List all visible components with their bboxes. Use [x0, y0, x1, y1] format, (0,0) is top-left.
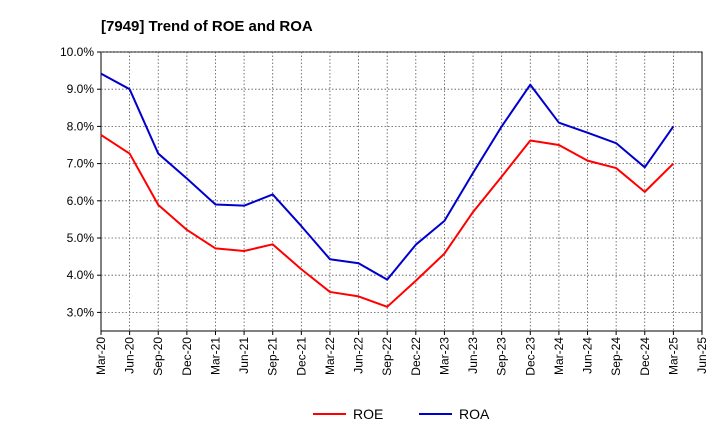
y-tick-label: 6.0%	[67, 194, 95, 208]
legend: ROE ROA	[313, 406, 490, 422]
y-tick-label: 8.0%	[67, 119, 95, 133]
x-tick-label: Sep-20	[151, 337, 165, 376]
x-tick-label: Mar-22	[323, 337, 337, 375]
y-tick-label: 3.0%	[67, 305, 95, 319]
x-tick-label: Jun-22	[352, 337, 366, 374]
y-tick-label: 5.0%	[67, 231, 95, 245]
x-tick-label: Sep-24	[609, 337, 623, 376]
x-tick-label: Mar-20	[94, 337, 108, 375]
legend-label-roa: ROA	[459, 406, 490, 422]
x-tick-label: Sep-22	[380, 337, 394, 376]
x-tick-label: Sep-21	[266, 337, 280, 376]
y-tick-label: 4.0%	[67, 268, 95, 282]
plot-frame	[100, 51, 703, 332]
x-tick-label: Mar-23	[437, 337, 451, 375]
x-axis-ticks: Mar-20 Jun-20 Sep-20 Dec-20 Mar-21 Jun-21 Sep-…	[94, 331, 709, 376]
x-tick-label: Dec-21	[294, 337, 308, 376]
y-tick-label: 10.0%	[60, 45, 94, 59]
chart-title: [7949] Trend of ROE and ROA	[101, 18, 313, 35]
x-tick-label: Dec-24	[638, 337, 652, 376]
legend-label-roe: ROE	[353, 406, 383, 422]
x-tick-label: Sep-23	[495, 337, 509, 376]
x-tick-label: Jun-24	[581, 337, 595, 374]
x-tick-label: Dec-22	[409, 337, 423, 376]
x-tick-label: Dec-23	[523, 337, 537, 376]
series-line-roa	[100, 72, 675, 281]
x-tick-label: Mar-21	[208, 337, 222, 375]
x-tick-label: Jun-21	[237, 337, 251, 374]
grid-lines	[101, 51, 702, 331]
plot-area	[100, 51, 703, 332]
x-tick-label: Jun-25	[695, 337, 709, 374]
x-tick-label: Jun-20	[123, 337, 137, 374]
y-tick-label: 7.0%	[67, 157, 95, 171]
series-line-roe	[100, 134, 675, 308]
y-tick-label: 9.0%	[67, 82, 95, 96]
y-axis-ticks: 3.0% 4.0% 5.0% 6.0% 7.0% 8.0% 9.0% 10.0%	[60, 45, 101, 319]
x-tick-label: Mar-25	[666, 337, 680, 375]
x-tick-label: Dec-20	[180, 337, 194, 376]
x-tick-label: Jun-23	[466, 337, 480, 374]
series-lines	[100, 72, 675, 308]
x-tick-label: Mar-24	[552, 337, 566, 375]
